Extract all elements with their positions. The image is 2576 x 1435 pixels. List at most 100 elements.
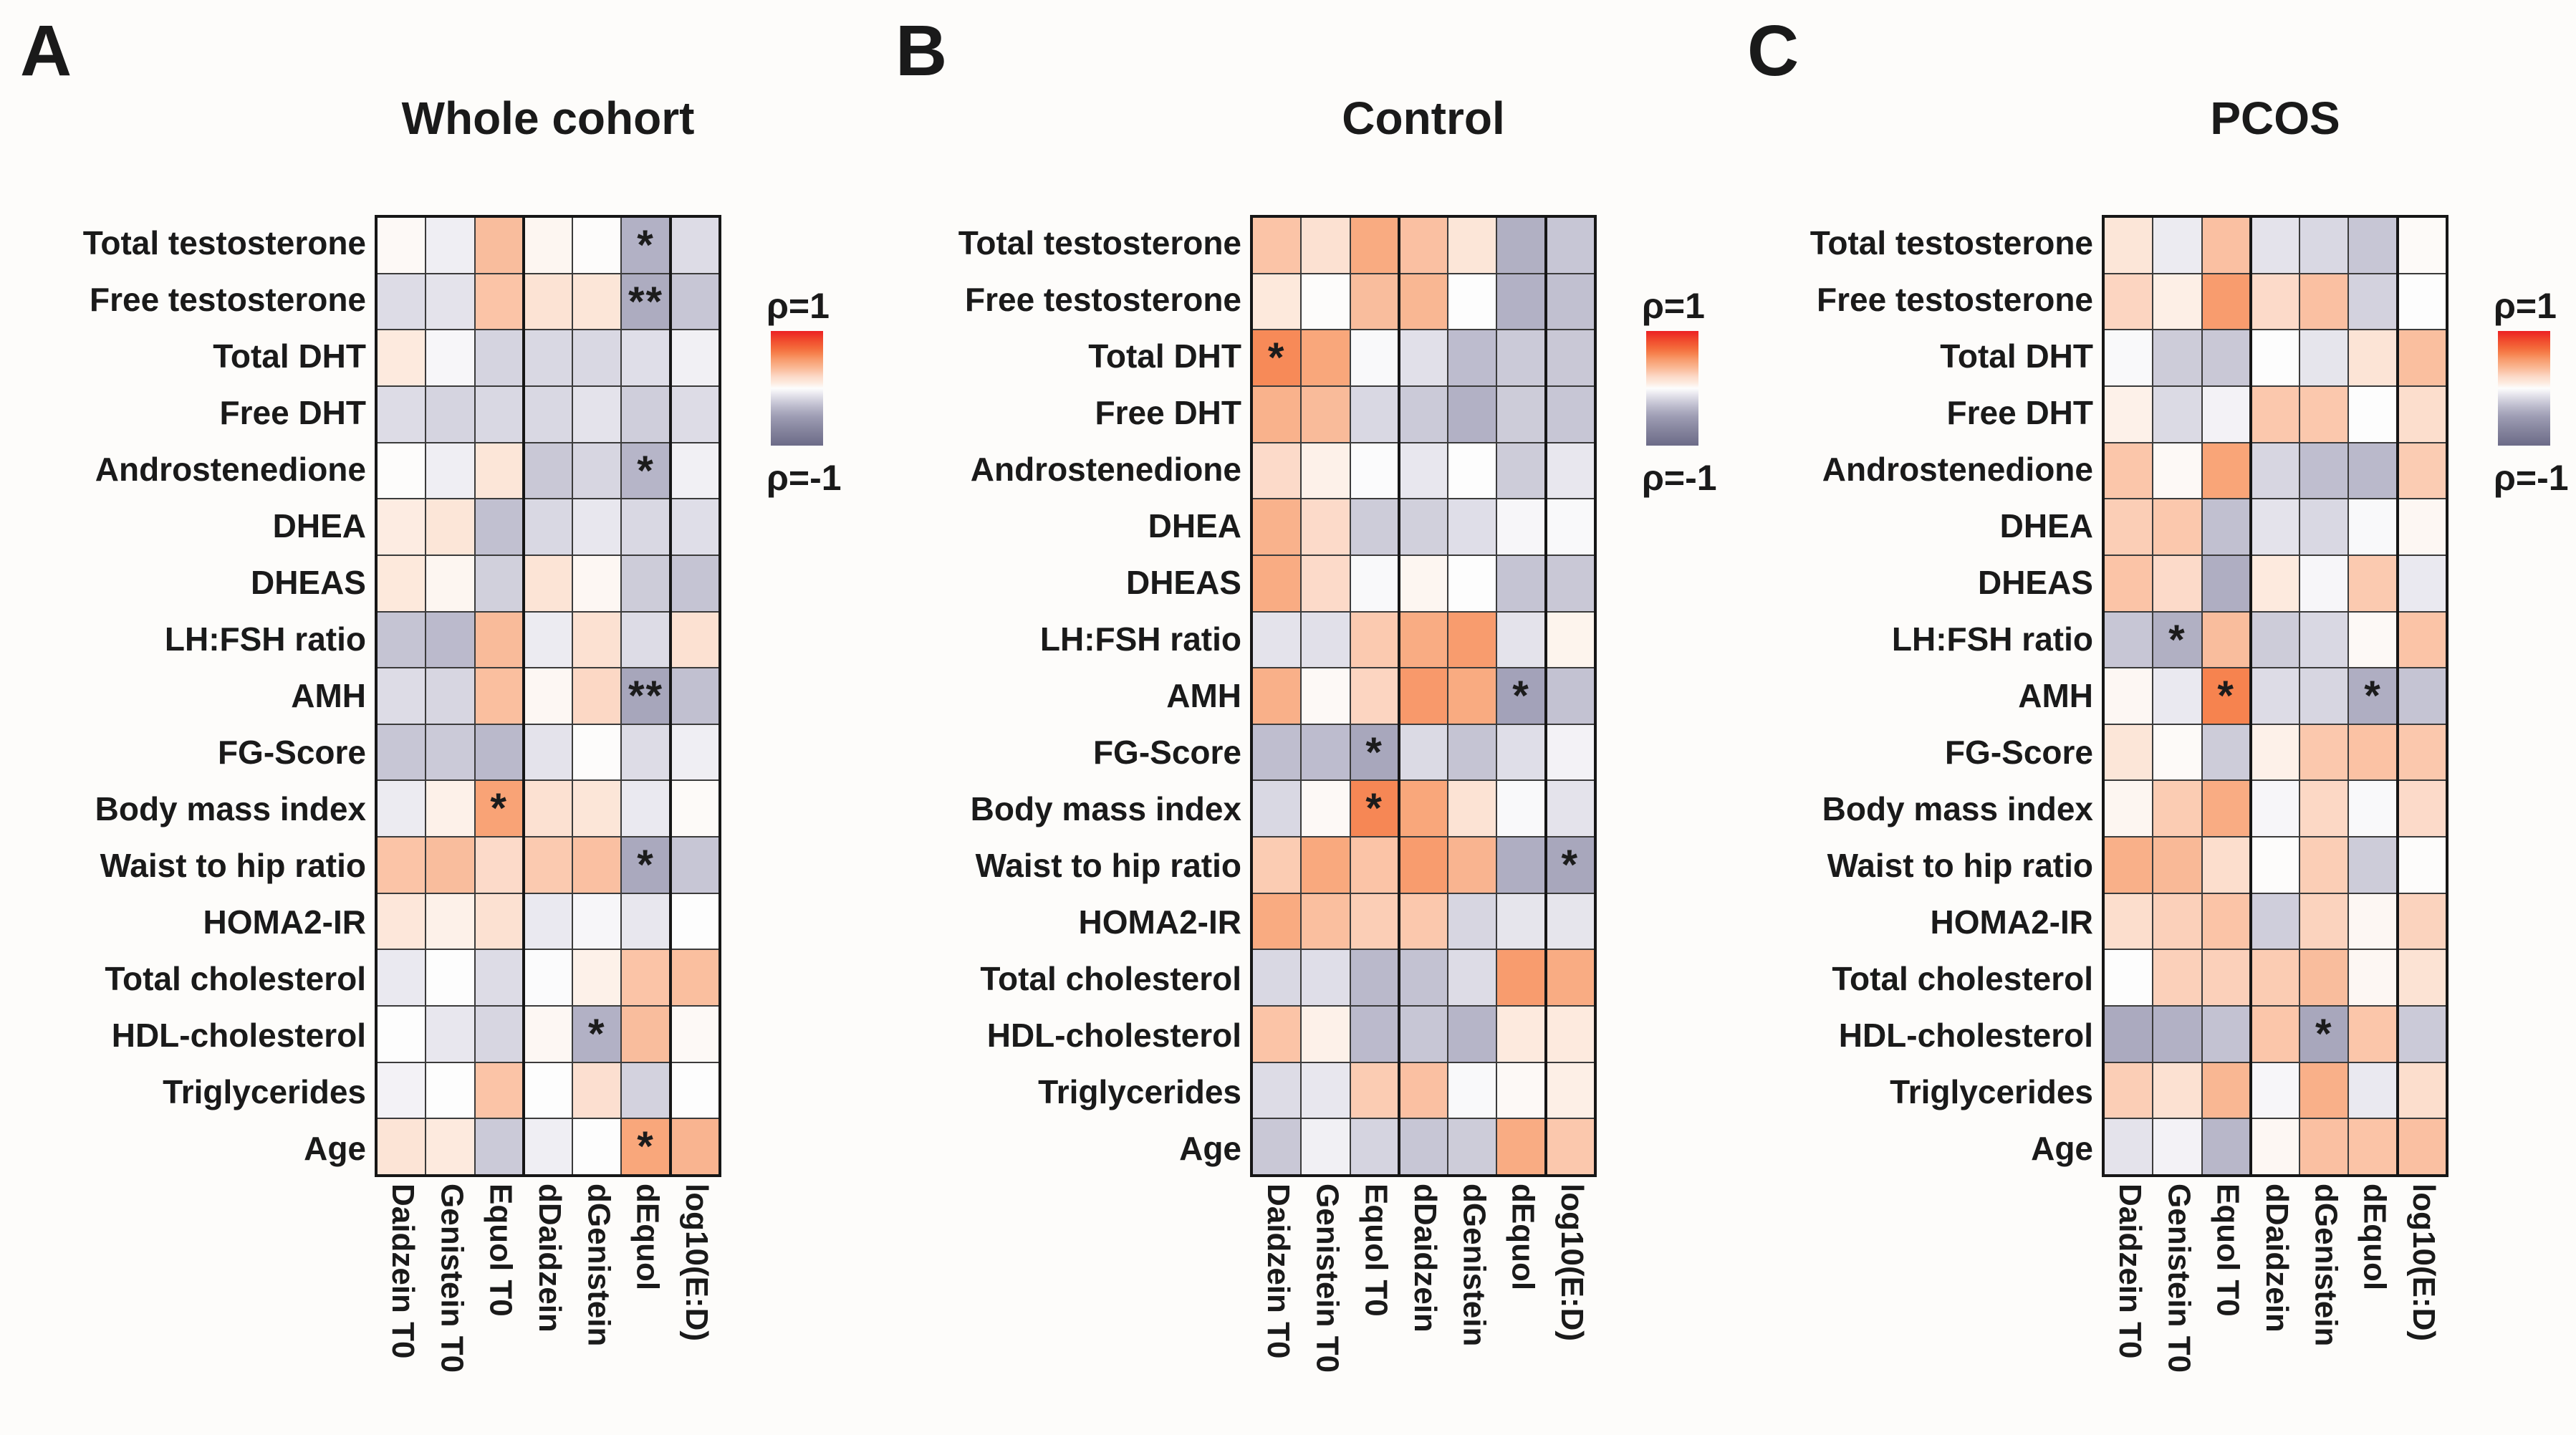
column-labels: Daidzein T0 Genistein T0 Equol T0 dDaidzein… (1250, 1184, 1597, 1434)
heatmap-cell (426, 612, 474, 668)
heatmap-cell (1497, 274, 1545, 330)
heatmap-cell (573, 950, 621, 1006)
heatmap-cell (475, 838, 523, 893)
heatmap-cell (2202, 330, 2250, 385)
heatmap-cell (1302, 499, 1350, 555)
column-label: dGenistein (1456, 1184, 1492, 1347)
heatmap-cell (671, 443, 719, 499)
row-label: Waist to hip ratio (975, 847, 1241, 884)
heatmap-cell (2349, 499, 2397, 555)
column-label: Genistein T0 (2161, 1184, 2197, 1373)
heatmap-cell (378, 443, 426, 499)
row-label: AMH (291, 677, 366, 714)
heatmap-cell (524, 386, 572, 442)
significance-marker: ** (628, 278, 664, 325)
row-label: Free testosterone (964, 281, 1241, 318)
heatmap-cell (2398, 950, 2446, 1006)
heatmap-cell (1350, 330, 1398, 385)
heatmap-cell (1253, 781, 1301, 837)
row-label: Androstenedione (970, 451, 1241, 488)
heatmap-cell (2300, 274, 2348, 330)
heatmap-cell (2300, 668, 2348, 724)
heatmap-cell (426, 1062, 474, 1118)
heatmap-cell (2153, 1007, 2201, 1062)
heatmap-cell (475, 668, 523, 724)
heatmap-cell (1253, 950, 1301, 1006)
heatmap-cell (2202, 1007, 2250, 1062)
heatmap-cell (426, 1007, 474, 1062)
heatmap-cell (2300, 838, 2348, 893)
significance-marker: * (2364, 673, 2382, 720)
heatmap-cell (1497, 1062, 1545, 1118)
column-labels: Daidzein T0 Genistein T0 Equol T0 dDaidzein… (375, 1184, 721, 1434)
heatmap-cell (2398, 443, 2446, 499)
colorbar-min-label: ρ=-1 (1642, 458, 1717, 498)
row-label: Triglycerides (1038, 1073, 1241, 1110)
row-label: Age (1179, 1130, 1241, 1167)
row-labels: Total testosterone Free testosterone Total… (14, 215, 366, 1177)
heatmap-cell (1253, 1119, 1301, 1174)
heatmap-cell (378, 950, 426, 1006)
heatmap-cell (1302, 386, 1350, 442)
heatmap-cell (2105, 330, 2153, 385)
heatmap-cell (671, 612, 719, 668)
heatmap-cell: * (1253, 330, 1301, 385)
heatmap-cell (2398, 274, 2446, 330)
heatmap-cell (1399, 1062, 1448, 1118)
heatmap-cell (2398, 330, 2446, 385)
row-label: FG-Score (1092, 734, 1241, 771)
heatmap-cell (2153, 274, 2201, 330)
heatmap-cell (1497, 330, 1545, 385)
row-label: Total testosterone (82, 224, 366, 261)
heatmap-cell (622, 330, 670, 385)
heatmap-cell (524, 1119, 572, 1174)
column-group-separator (2395, 215, 2399, 1177)
heatmap-cell (2300, 1119, 2348, 1174)
heatmap-cell (475, 386, 523, 442)
heatmap-cell (1399, 1119, 1448, 1174)
colorbar-min-label: ρ=-1 (766, 458, 842, 498)
panel-title-whole-cohort: Whole cohort (401, 92, 695, 144)
row-labels: Total testosterone Free testosterone Total… (1741, 215, 2093, 1177)
heatmap-cell (2251, 274, 2299, 330)
heatmap-cell (1302, 950, 1350, 1006)
row-label: LH:FSH ratio (164, 620, 366, 658)
heatmap-cell: * (1350, 781, 1398, 837)
heatmap-cell (1497, 893, 1545, 949)
column-group-separator (1544, 215, 1547, 1177)
heatmap-cell (2153, 893, 2201, 949)
heatmap-cell (1253, 893, 1301, 949)
heatmap-cell (1546, 330, 1594, 385)
heatmap-cell (2105, 555, 2153, 611)
heatmap-cell (573, 218, 621, 273)
heatmap-cell (426, 781, 474, 837)
significance-marker: * (1512, 673, 1530, 720)
heatmap-cell (1546, 1119, 1594, 1174)
heatmap-cell (475, 555, 523, 611)
heatmap-cell (573, 499, 621, 555)
row-label: DHEA (272, 507, 366, 544)
row-label: DHEAS (250, 564, 366, 601)
heatmap-cell (1497, 555, 1545, 611)
heatmap-cell (378, 386, 426, 442)
column-group-separator (668, 215, 672, 1177)
heatmap-cell (573, 612, 621, 668)
heatmap-cell (622, 893, 670, 949)
colorbar: ρ=1 ρ=-1 (2494, 285, 2569, 499)
heatmap-grid-control: * * * * * (1250, 215, 1597, 1177)
heatmap-cell (2349, 1007, 2397, 1062)
heatmap-cell (2202, 950, 2250, 1006)
column-label: dDaidzein (532, 1184, 567, 1333)
heatmap-cell (524, 612, 572, 668)
heatmap-cell (622, 499, 670, 555)
row-label: Free DHT (1946, 394, 2093, 431)
heatmap-cell (2349, 1119, 2397, 1174)
row-label: DHEA (1148, 507, 1241, 544)
column-label: dEquol (2357, 1184, 2393, 1291)
heatmap-cell (524, 668, 572, 724)
heatmap-cell (2300, 893, 2348, 949)
column-group-separator (1397, 215, 1400, 1177)
heatmap-cell (622, 1007, 670, 1062)
column-label: log10(E:D) (678, 1184, 714, 1341)
heatmap-cell (2300, 724, 2348, 780)
